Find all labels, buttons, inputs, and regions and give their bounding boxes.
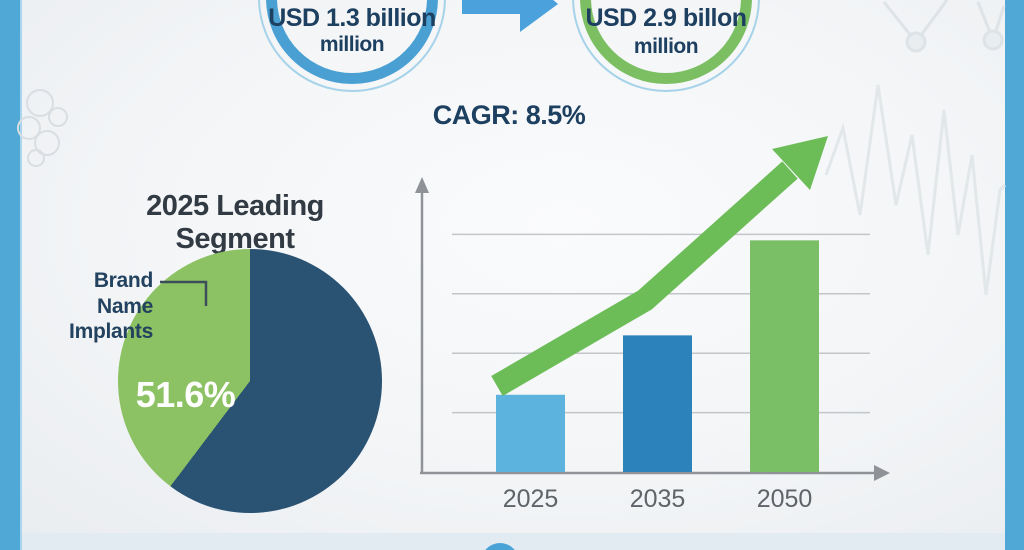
pie-percentage-label: 51.6%	[135, 374, 236, 415]
end-value-line1: USD 2.9 billon	[585, 4, 747, 32]
end-value-line2: million	[633, 35, 699, 58]
start-value-line1: USD 1.3 billion	[268, 4, 436, 32]
left-frame-strip	[0, 0, 22, 550]
bottom-strip	[22, 533, 1005, 550]
right-frame-strip	[1005, 0, 1024, 550]
pie-slice-label: Brand Name Implants	[69, 269, 153, 344]
cagr-label: CAGR: 8.5%	[432, 100, 586, 130]
start-value-line2: million	[319, 33, 385, 56]
bottom-circle-decoration	[481, 543, 519, 550]
segment-title: 2025 Leading Segment	[146, 190, 324, 255]
